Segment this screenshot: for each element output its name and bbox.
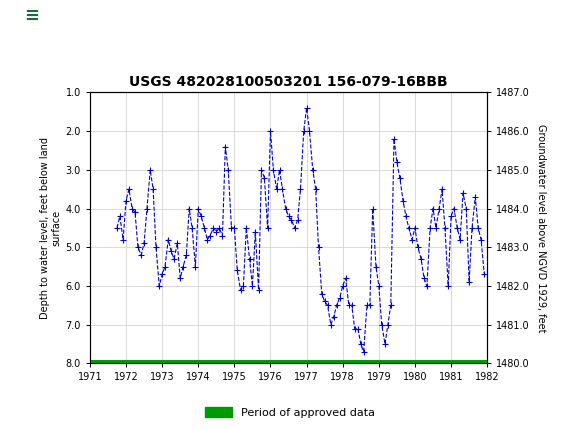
Legend: Period of approved data: Period of approved data xyxy=(200,403,380,422)
FancyBboxPatch shape xyxy=(6,3,58,30)
Title: USGS 482028100503201 156-079-16BBB: USGS 482028100503201 156-079-16BBB xyxy=(129,74,448,89)
Text: ≡: ≡ xyxy=(24,7,39,25)
Y-axis label: Depth to water level, feet below land
surface: Depth to water level, feet below land su… xyxy=(40,137,61,319)
Y-axis label: Groundwater level above NGVD 1929, feet: Groundwater level above NGVD 1929, feet xyxy=(535,124,546,332)
Text: USGS: USGS xyxy=(75,9,114,23)
